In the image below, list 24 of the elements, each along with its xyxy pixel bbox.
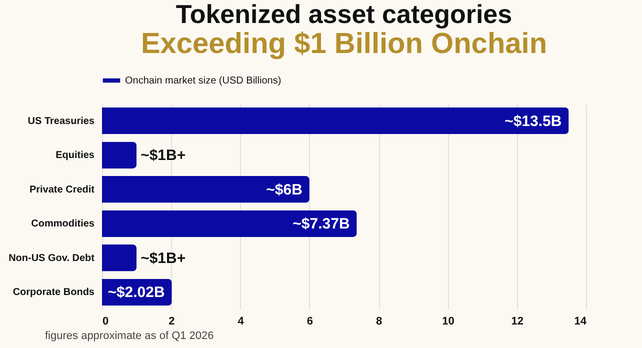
x-tick-label: 8 (376, 316, 382, 328)
x-tick-label: 10 (442, 316, 454, 328)
legend-label: Onchain market size (USD Billions) (125, 76, 282, 86)
x-tick-label: 2 (168, 316, 175, 328)
data-label: ~$13.5B (504, 112, 562, 130)
x-tick-label: 6 (306, 316, 313, 328)
data-label: ~$6B (266, 181, 303, 198)
data-label: ~$2.02B (108, 284, 165, 302)
x-tick-label: 0 (102, 316, 109, 328)
text: figures approximate as of Q1 2026 (45, 330, 214, 342)
y-tick-label: US Treasuries (28, 116, 95, 127)
data-label: ~$1B+ (140, 250, 186, 267)
data-label: ~$1B+ (140, 147, 186, 164)
chart-title: Tokenized asset categories (176, 0, 512, 29)
x-tick-label: 12 (511, 316, 524, 328)
y-tick-label: Equities (56, 150, 95, 162)
y-tick-label: Corporate Bonds (12, 287, 95, 298)
x-tick-label: 14 (574, 316, 588, 328)
y-tick-label: Non-US Gov. Debt (8, 252, 96, 264)
y-tick-label: Private Credit (29, 184, 96, 196)
y-tick-label: Commodities (31, 218, 95, 230)
data-label: ~$7.37B (292, 216, 350, 233)
x-tick-label: 4 (238, 316, 245, 328)
chart-subtitle: Exceeding $1 Billion Onchain (140, 28, 548, 60)
